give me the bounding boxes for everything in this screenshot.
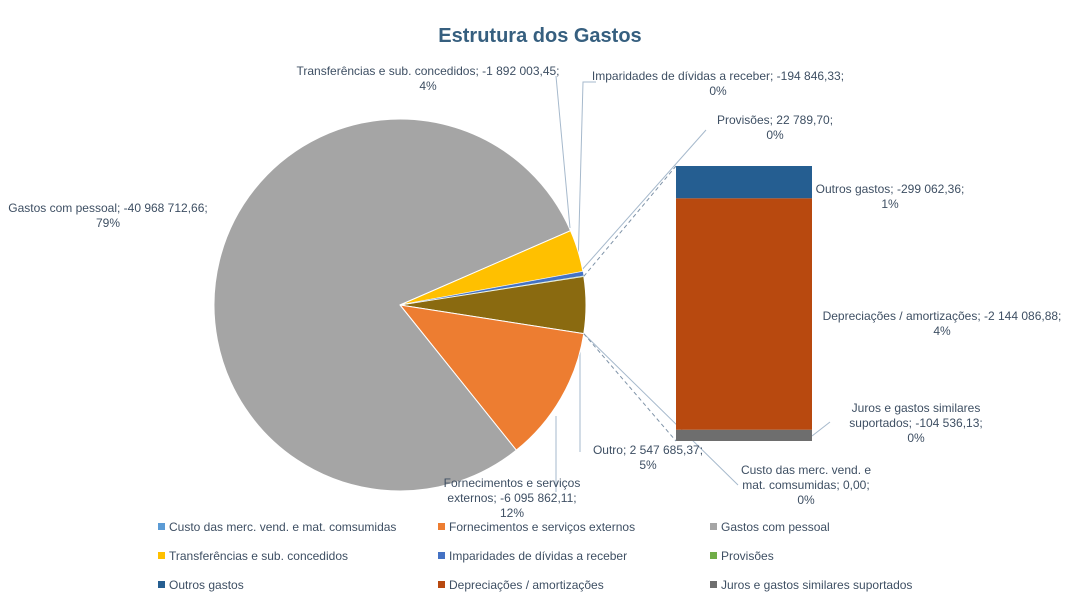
data-label-outro: Outro; 2 547 685,37; 5%	[593, 443, 703, 472]
data-label-pessoal: Gastos com pessoal; -40 968 712,66; 79%	[8, 201, 207, 230]
legend-label: Provisões	[721, 549, 774, 563]
legend-entry: Juros e gastos similares suportados	[710, 578, 912, 592]
legend-label: Gastos com pessoal	[721, 520, 830, 534]
legend-entry: Fornecimentos e serviços externos	[438, 520, 635, 534]
data-label-outros_gastos: Outros gastos; -299 062,36; 1%	[816, 182, 965, 211]
data-labels: Custo das merc. vend. e mat. comsumidas; …	[8, 64, 1061, 520]
legend-swatch	[438, 523, 445, 530]
legend-swatch	[710, 523, 717, 530]
legend: Custo das merc. vend. e mat. comsumidas F…	[158, 520, 912, 592]
legend-swatch	[158, 581, 165, 588]
legend-entry: Imparidades de dívidas a receber	[438, 549, 627, 563]
pie-slice-fornecimentos	[398, 304, 585, 451]
leader-lines	[555, 75, 831, 492]
leader-line-custo	[579, 329, 739, 486]
pie-slice-pessoal	[213, 118, 572, 492]
leader-line-juros	[811, 421, 831, 437]
leader-line-imparidades	[577, 81, 596, 269]
bar-segment-juros	[676, 429, 812, 441]
legend-swatch	[438, 581, 445, 588]
data-label-depreciacoes: Depreciações / amortizações; -2 144 086,…	[823, 309, 1062, 338]
legend-label: Depreciações / amortizações	[449, 578, 604, 592]
leader-line-transferencias	[555, 75, 571, 229]
connector-top	[583, 165, 677, 277]
legend-entry: Transferências e sub. concedidos	[158, 549, 348, 563]
legend-swatch	[158, 523, 165, 530]
legend-swatch	[710, 552, 717, 559]
legend-label: Outros gastos	[169, 578, 244, 592]
legend-entry: Provisões	[710, 549, 774, 563]
leader-line-provisoes	[579, 129, 707, 273]
legend-label: Custo das merc. vend. e mat. comsumidas	[169, 520, 396, 534]
legend-swatch	[710, 581, 717, 588]
data-label-imparidades: Imparidades de dívidas a receber; -194 8…	[592, 69, 844, 98]
data-label-custo: Custo das merc. vend. e mat. comsumidas; …	[741, 463, 871, 507]
legend-entry: Depreciações / amortizações	[438, 578, 604, 592]
legend-entry: Outros gastos	[158, 578, 244, 592]
data-label-fornecimentos: Fornecimentos e serviços externos; -6 095…	[444, 476, 581, 520]
legend-label: Imparidades de dívidas a receber	[449, 549, 627, 563]
legend-entry: Custo das merc. vend. e mat. comsumidas	[158, 520, 396, 534]
bar-segment-depreciacoes	[676, 198, 812, 430]
legend-label: Fornecimentos e serviços externos	[449, 520, 635, 534]
bar-segment-outros_gastos	[676, 166, 812, 199]
data-label-provisoes: Provisões; 22 789,70; 0%	[717, 113, 833, 142]
connector-bottom	[583, 333, 677, 442]
legend-swatch	[438, 552, 445, 559]
bar-group	[676, 166, 812, 441]
data-label-juros: Juros e gastos similares suportados; -104…	[849, 401, 982, 445]
pie-to-bar-connectors	[583, 165, 677, 442]
pie-group	[213, 118, 587, 492]
legend-label: Transferências e sub. concedidos	[169, 549, 348, 563]
data-label-transferencias: Transferências e sub. concedidos; -1 892…	[296, 64, 559, 93]
legend-label: Juros e gastos similares suportados	[721, 578, 912, 592]
legend-swatch	[158, 552, 165, 559]
chart-title: Estrutura dos Gastos	[438, 25, 641, 47]
legend-entry: Gastos com pessoal	[710, 520, 830, 534]
